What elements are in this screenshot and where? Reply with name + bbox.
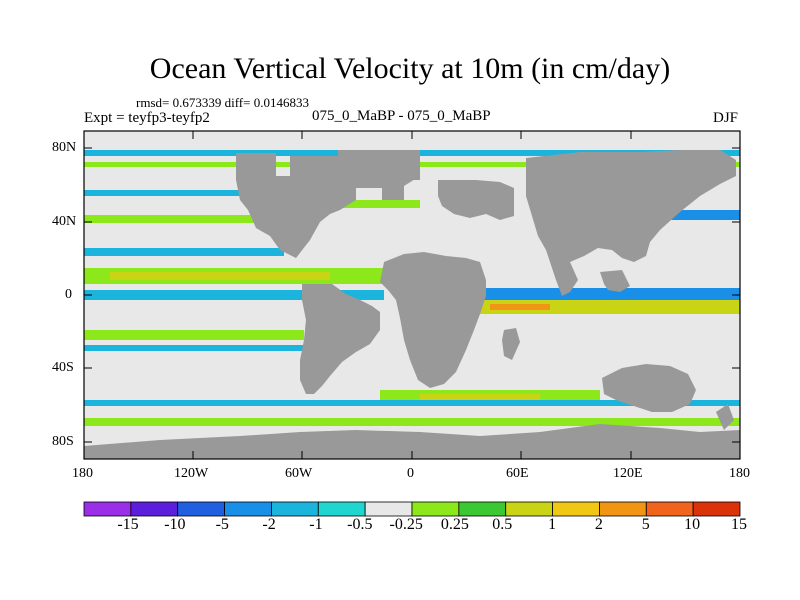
colorbar-swatch-9 (505, 501, 553, 517)
colorbar-swatch-12 (645, 501, 694, 517)
colorbar-label: 15 (731, 516, 747, 533)
season-label: DJF (713, 110, 739, 126)
colorbar-label: 0.5 (492, 516, 513, 533)
colorbar-label: -2 (262, 516, 276, 533)
lon-label-120w: 120W (174, 466, 209, 481)
land-new-zealand (716, 404, 734, 430)
lon-label-180e: 180 (729, 466, 750, 481)
north-atlantic-patch (300, 200, 420, 208)
indian-strong-upwelling (490, 304, 550, 310)
land-asia (526, 150, 736, 262)
land-masses (84, 150, 740, 459)
colorbar-label: 2 (594, 516, 603, 533)
land-southeast-asia (600, 270, 630, 292)
colorbar-swatch-10 (552, 501, 600, 517)
land-greenland (356, 150, 420, 188)
lat-label-equator: 0 (65, 287, 72, 302)
experiment-label: Expt = teyfp3-teyfp2 (84, 110, 210, 126)
colorbar-swatch-7 (411, 501, 460, 517)
southern-downwelling-band (84, 345, 304, 351)
lon-label-120e: 120E (613, 466, 643, 481)
colorbar-swatch-0 (83, 501, 132, 517)
land-australia (602, 364, 696, 412)
lon-label-0: 0 (407, 466, 414, 481)
antarctic-coastal-upwelling (84, 418, 740, 426)
north-pacific-upwelling (84, 215, 274, 223)
colorbar-swatch-3 (224, 501, 272, 517)
lat-label-80n: 80N (52, 140, 77, 155)
land-madagascar (502, 328, 520, 360)
pacific-downwelling-band (84, 248, 284, 256)
land-south-america (300, 284, 380, 394)
land-africa (380, 252, 486, 388)
atlantic-downwelling (480, 288, 740, 300)
lat-label-40s: 40S (52, 360, 74, 375)
colorbar-swatch-11 (599, 501, 647, 517)
lon-ticks (192, 131, 632, 459)
lat-label-40n: 40N (52, 214, 77, 229)
colorbar-swatch-8 (458, 501, 507, 517)
colorbar-label: -0.25 (389, 516, 423, 533)
lon-label-180w: 180 (72, 466, 93, 481)
colorbar-label: 0.25 (440, 516, 469, 533)
colorbar-label: -1 (309, 516, 323, 533)
colorbar-label: 10 (684, 516, 701, 533)
southern-ocean-core (420, 394, 540, 402)
southern-ocean-downwelling (84, 400, 740, 406)
land-india (546, 250, 578, 296)
equatorial-upwelling-core (110, 272, 330, 280)
southern-upwelling-band (84, 330, 304, 340)
colorbar-swatch-1 (130, 501, 179, 517)
colorbar-swatch-13 (692, 501, 741, 517)
lat-label-80s: 80S (52, 434, 74, 449)
colorbar-label: 1 (548, 516, 557, 533)
lon-label-60e: 60E (506, 466, 529, 481)
colorbar-label: -15 (117, 516, 139, 533)
equatorial-downwelling-band (84, 290, 384, 300)
land-antarctica (84, 424, 740, 459)
lon-label-60w: 60W (285, 466, 313, 481)
colorbar-label: -10 (164, 516, 186, 533)
indian-upwelling-band (470, 300, 740, 314)
rmsd-diff-stats: rmsd= 0.673339 diff= 0.0146833 (136, 95, 309, 110)
colorbar-label: -0.5 (347, 516, 373, 533)
colorbar-swatch-6 (364, 501, 413, 517)
colorbar-label: -5 (215, 516, 229, 533)
kuroshio-patch (640, 210, 740, 220)
plot-title: Ocean Vertical Velocity at 10m (in cm/da… (149, 52, 671, 85)
land-europe (438, 180, 514, 220)
colorbar-swatch-5 (317, 501, 366, 517)
colorbar-swatch-2 (177, 501, 225, 517)
colorbar-swatch-4 (271, 501, 319, 517)
colorbar-label: 5 (641, 516, 650, 533)
colorbar (83, 501, 741, 517)
period-subtitle: 075_0_MaBP - 075_0_MaBP (312, 108, 491, 124)
lat-ticks (84, 147, 740, 443)
north-pacific-downwelling (84, 190, 274, 196)
